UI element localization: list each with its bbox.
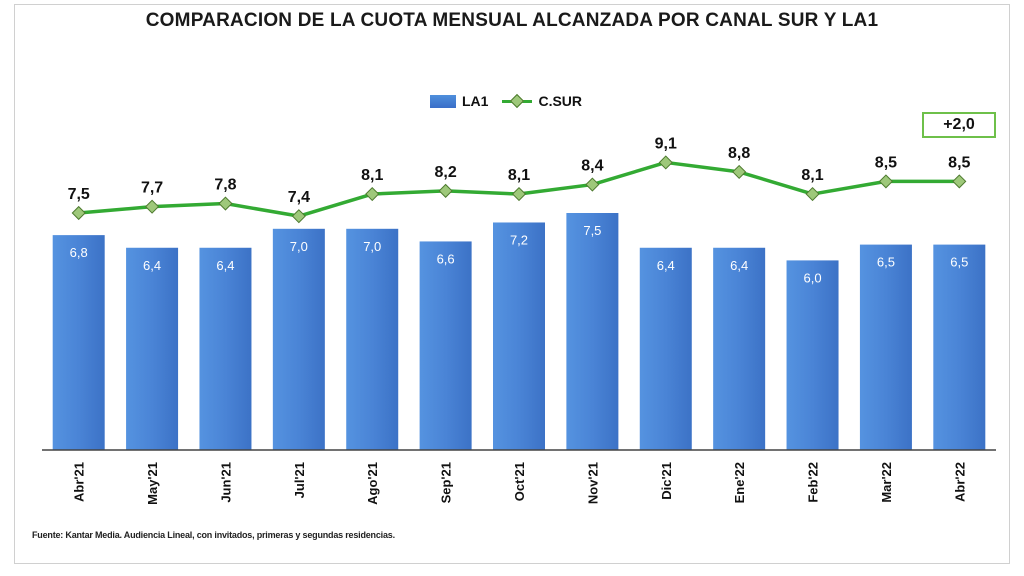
bar-value-label: 6,8: [70, 245, 88, 260]
legend-swatch-csur: [502, 93, 533, 109]
point-value-label: 8,1: [801, 167, 823, 184]
legend-item-csur: C.SUR: [502, 93, 582, 109]
point-csur-2: [218, 196, 233, 211]
point-csur-1: [145, 199, 160, 214]
bar-value-label: 6,4: [143, 258, 161, 273]
point-value-label: 8,1: [508, 167, 530, 184]
x-tick-label: Abr'22: [952, 462, 967, 502]
bar-value-label: 7,0: [363, 239, 381, 254]
legend-swatch-la1: [430, 94, 456, 108]
point-csur-4: [365, 186, 380, 202]
point-value-label: 8,5: [875, 154, 897, 171]
point-csur-0: [71, 205, 86, 221]
x-tick-label: Ago'21: [365, 462, 380, 505]
point-value-label: 8,1: [361, 167, 383, 184]
bar-la1-4: [346, 228, 399, 450]
source-footnote: Fuente: Kantar Media. Audiencia Lineal, …: [32, 530, 395, 540]
chart-title: COMPARACION DE LA CUOTA MENSUAL ALCANZAD…: [145, 10, 879, 31]
point-csur-10: [805, 186, 820, 202]
legend-item-la1: LA1: [430, 93, 488, 109]
chart-legend: LA1 C.SUR: [430, 90, 596, 112]
x-tick-label: Jul'21: [292, 462, 307, 498]
bar-value-label: 6,5: [877, 255, 895, 270]
point-value-label: 9,1: [655, 135, 677, 152]
point-value-label: 7,4: [288, 189, 310, 206]
x-tick-label: Dic'21: [659, 462, 674, 500]
bar-la1-9: [713, 247, 766, 450]
x-tick-label: Mar'22: [879, 462, 894, 503]
point-csur-3: [291, 209, 306, 224]
x-tick-label: Sep'21: [439, 462, 454, 503]
bar-la1-11: [859, 244, 912, 450]
point-csur-5: [438, 183, 453, 198]
bar-value-label: 6,6: [437, 251, 455, 266]
point-csur-12: [952, 174, 967, 189]
bar-value-label: 6,5: [950, 255, 968, 270]
bar-la1-12: [933, 244, 986, 450]
bar-value-label: 6,0: [803, 270, 821, 285]
bar-la1-5: [419, 241, 472, 450]
x-tick-label: Ene'22: [732, 462, 747, 503]
x-tick-label: Jun'21: [218, 462, 233, 503]
bar-value-label: 6,4: [216, 258, 234, 273]
bar-value-label: 7,0: [290, 239, 308, 254]
bar-la1-8: [639, 247, 692, 450]
point-value-label: 8,4: [581, 158, 603, 175]
bar-la1-10: [786, 260, 839, 450]
point-csur-7: [585, 177, 600, 192]
legend-label-csur: C.SUR: [538, 93, 583, 109]
point-value-label: 8,2: [434, 164, 456, 181]
bar-la1-2: [199, 247, 252, 450]
bar-value-label: 7,5: [583, 223, 601, 238]
bar-la1-1: [126, 247, 179, 450]
bar-value-label: 6,4: [657, 258, 675, 273]
bar-la1-0: [52, 235, 105, 450]
point-csur-11: [878, 174, 893, 189]
bar-la1-6: [493, 222, 545, 450]
point-value-label: 7,8: [214, 177, 236, 194]
legend-label-la1: LA1: [462, 93, 489, 109]
bar-la1-7: [566, 213, 619, 450]
x-tick-label: Abr'21: [72, 462, 87, 502]
point-csur-9: [732, 164, 747, 179]
bar-la1-3: [272, 228, 325, 450]
bar-value-label: 6,4: [730, 258, 748, 273]
difference-badge: +2,0: [922, 112, 996, 138]
x-tick-label: Feb'22: [806, 462, 821, 503]
point-value-label: 7,7: [141, 180, 163, 197]
point-csur-8: [658, 155, 673, 170]
point-csur-6: [511, 186, 527, 202]
x-tick-label: May'21: [145, 462, 160, 505]
point-value-label: 8,8: [728, 145, 750, 162]
point-value-label: 8,5: [948, 154, 970, 171]
bar-value-label: 7,2: [510, 232, 528, 247]
point-value-label: 7,5: [68, 186, 90, 203]
x-tick-label: Nov'21: [585, 462, 600, 504]
x-tick-label: Oct'21: [512, 462, 527, 501]
